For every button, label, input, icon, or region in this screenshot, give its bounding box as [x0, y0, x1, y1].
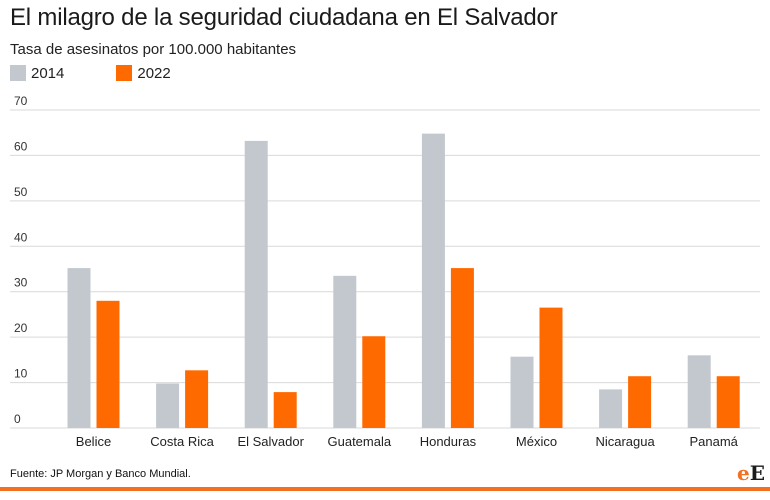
bar-nicaragua-2022 [628, 376, 652, 428]
bar-honduras-2014 [421, 133, 445, 428]
chart-title: El milagro de la seguridad ciudadana en … [10, 4, 558, 31]
bar-panama-2022 [716, 376, 740, 428]
legend-swatch-2022 [116, 65, 133, 81]
x-tick-label-mexico: México [516, 434, 557, 449]
x-tick-label-guatemala: Guatemala [328, 434, 392, 449]
bar-mexico-2022 [539, 307, 563, 428]
x-tick-label-panama: Panamá [689, 434, 738, 449]
x-tick-label-belice: Belice [76, 434, 111, 449]
bar-mexico-2014 [510, 356, 534, 428]
bar-guatemala-2022 [362, 336, 386, 428]
bar-costa-rica-2022 [185, 370, 209, 428]
bar-costa-rica-2014 [156, 383, 180, 428]
publisher-logo: eE [737, 461, 765, 485]
bar-el-salvador-2022 [273, 392, 297, 428]
chart-subtitle: Tasa de asesinatos por 100.000 habitante… [10, 41, 297, 58]
bar-panama-2014 [687, 355, 711, 428]
bar-chart: 0 10 20 30 40 50 60 70 Belice Costa Rica El Salvad… [10, 94, 760, 449]
bottom-rule [0, 487, 770, 491]
source-note: Fuente: JP Morgan y Banco Mundial. [10, 468, 191, 480]
legend-label-2014: 2014 [31, 64, 65, 82]
y-tick-label-60: 60 [14, 139, 28, 153]
y-tick-label-20: 20 [14, 321, 28, 335]
bar-el-salvador-2014 [244, 140, 268, 429]
bar-honduras-2022 [450, 268, 474, 428]
y-tick-label-10: 10 [14, 367, 28, 381]
y-tick-label-40: 40 [14, 230, 28, 244]
y-tick-label-0: 0 [14, 412, 21, 426]
legend: 2014 2022 [10, 64, 223, 82]
bar-belice-2022 [96, 300, 120, 428]
bar-belice-2014 [67, 268, 91, 428]
bar-nicaragua-2014 [599, 389, 623, 428]
legend-item-2022: 2022 [116, 64, 171, 82]
bar-guatemala-2014 [333, 275, 357, 428]
x-tick-label-nicaragua: Nicaragua [595, 434, 655, 449]
y-tick-label-30: 30 [14, 276, 28, 290]
y-tick-label-70: 70 [14, 94, 28, 108]
y-tick-label-50: 50 [14, 185, 28, 199]
legend-swatch-2014 [10, 65, 26, 81]
x-tick-label-costa-rica: Costa Rica [150, 434, 214, 449]
x-tick-label-el-salvador: El Salvador [237, 434, 304, 449]
legend-label-2022: 2022 [137, 64, 171, 82]
legend-item-2014: 2014 [10, 65, 64, 82]
x-tick-label-honduras: Honduras [420, 434, 477, 449]
